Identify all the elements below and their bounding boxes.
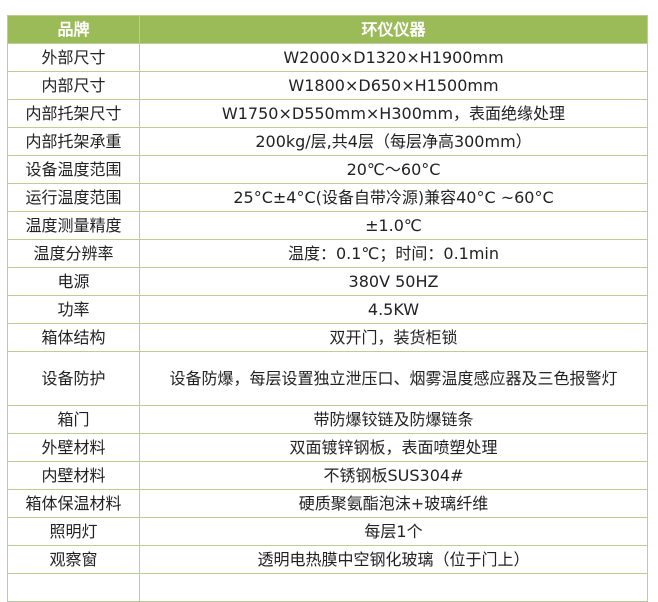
spec-value: ±1.0℃ bbox=[139, 211, 648, 240]
spec-label: 观察窗 bbox=[7, 545, 140, 574]
spec-value: 25°C±4°C(设备自带冷源)兼容40°C ~60°C bbox=[139, 183, 648, 212]
table-row: 箱门 带防爆铰链及防爆链条 bbox=[7, 405, 648, 434]
spec-value: 不锈钢板SUS304# bbox=[139, 461, 648, 490]
spec-value: 硬质聚氨酯泡沫+玻璃纤维 bbox=[139, 489, 648, 518]
spec-label: 内部托架承重 bbox=[7, 127, 140, 156]
spec-value: 20℃～60°C bbox=[139, 155, 648, 184]
table-row: 电源 380V 50HZ bbox=[7, 267, 648, 296]
spec-label: 照明灯 bbox=[7, 517, 140, 546]
spec-value: 200kg/层,共4层（每层净高300mm） bbox=[139, 127, 648, 156]
spec-value: 4.5KW bbox=[139, 295, 648, 324]
header-label: 品牌 bbox=[7, 15, 140, 44]
spec-label: 温度测量精度 bbox=[7, 211, 140, 240]
spec-label: 设备温度范围 bbox=[7, 155, 140, 184]
table-row: 观察窗 透明电热膜中空钢化玻璃（位于门上） bbox=[7, 545, 648, 574]
spec-value: 双开门，装货柜锁 bbox=[139, 323, 648, 352]
spec-table: 品牌 环仪仪器 外部尺寸 W2000×D1320×H1900mm 内部尺寸 W1800… bbox=[7, 15, 648, 602]
spec-label: 内壁材料 bbox=[7, 461, 140, 490]
table-row: 外壁材料 双面镀锌钢板，表面喷塑处理 bbox=[7, 433, 648, 462]
table-row: 功率 4.5KW bbox=[7, 295, 648, 324]
spec-label: 设备防护 bbox=[7, 351, 140, 406]
spec-value: 带防爆铰链及防爆链条 bbox=[139, 405, 648, 434]
spec-value: W2000×D1320×H1900mm bbox=[139, 43, 648, 72]
header-value: 环仪仪器 bbox=[139, 15, 648, 44]
spec-label: 内部托架尺寸 bbox=[7, 99, 140, 128]
spec-label: 箱体结构 bbox=[7, 323, 140, 352]
spec-label: 箱门 bbox=[7, 405, 140, 434]
spec-label: 运行温度范围 bbox=[7, 183, 140, 212]
spec-value: 每层1个 bbox=[139, 517, 648, 546]
empty-row bbox=[7, 573, 648, 602]
table-row: 温度测量精度 ±1.0℃ bbox=[7, 211, 648, 240]
table-row: 内部托架尺寸 W1750×D550mm×H300mm，表面绝缘处理 bbox=[7, 99, 648, 128]
table-row: 运行温度范围 25°C±4°C(设备自带冷源)兼容40°C ~60°C bbox=[7, 183, 648, 212]
empty-cell bbox=[7, 573, 140, 602]
table-header-row: 品牌 环仪仪器 bbox=[7, 15, 648, 44]
spec-value: W1750×D550mm×H300mm，表面绝缘处理 bbox=[139, 99, 648, 128]
spec-label: 功率 bbox=[7, 295, 140, 324]
empty-cell bbox=[139, 573, 648, 602]
table-row: 内部托架承重 200kg/层,共4层（每层净高300mm） bbox=[7, 127, 648, 156]
table-row: 箱体保温材料 硬质聚氨酯泡沫+玻璃纤维 bbox=[7, 489, 648, 518]
table-row: 内部尺寸 W1800×D650×H1500mm bbox=[7, 71, 648, 100]
spec-value: 双面镀锌钢板，表面喷塑处理 bbox=[139, 433, 648, 462]
spec-label: 内部尺寸 bbox=[7, 71, 140, 100]
table-row: 设备温度范围 20℃～60°C bbox=[7, 155, 648, 184]
spec-label: 外部尺寸 bbox=[7, 43, 140, 72]
table-row: 设备防护 设备防爆，每层设置独立泄压口、烟雾温度感应器及三色报警灯 bbox=[7, 351, 648, 406]
spec-value: 380V 50HZ bbox=[139, 267, 648, 296]
spec-value: W1800×D650×H1500mm bbox=[139, 71, 648, 100]
spec-value: 透明电热膜中空钢化玻璃（位于门上） bbox=[139, 545, 648, 574]
table-row: 箱体结构 双开门，装货柜锁 bbox=[7, 323, 648, 352]
spec-label: 温度分辨率 bbox=[7, 239, 140, 268]
table-row: 外部尺寸 W2000×D1320×H1900mm bbox=[7, 43, 648, 72]
table-row: 温度分辨率 温度：0.1℃；时间：0.1min bbox=[7, 239, 648, 268]
spec-label: 箱体保温材料 bbox=[7, 489, 140, 518]
table-row: 内壁材料 不锈钢板SUS304# bbox=[7, 461, 648, 490]
spec-value: 温度：0.1℃；时间：0.1min bbox=[139, 239, 648, 268]
table-row: 照明灯 每层1个 bbox=[7, 517, 648, 546]
spec-label: 外壁材料 bbox=[7, 433, 140, 462]
spec-value: 设备防爆，每层设置独立泄压口、烟雾温度感应器及三色报警灯 bbox=[139, 351, 648, 406]
spec-label: 电源 bbox=[7, 267, 140, 296]
